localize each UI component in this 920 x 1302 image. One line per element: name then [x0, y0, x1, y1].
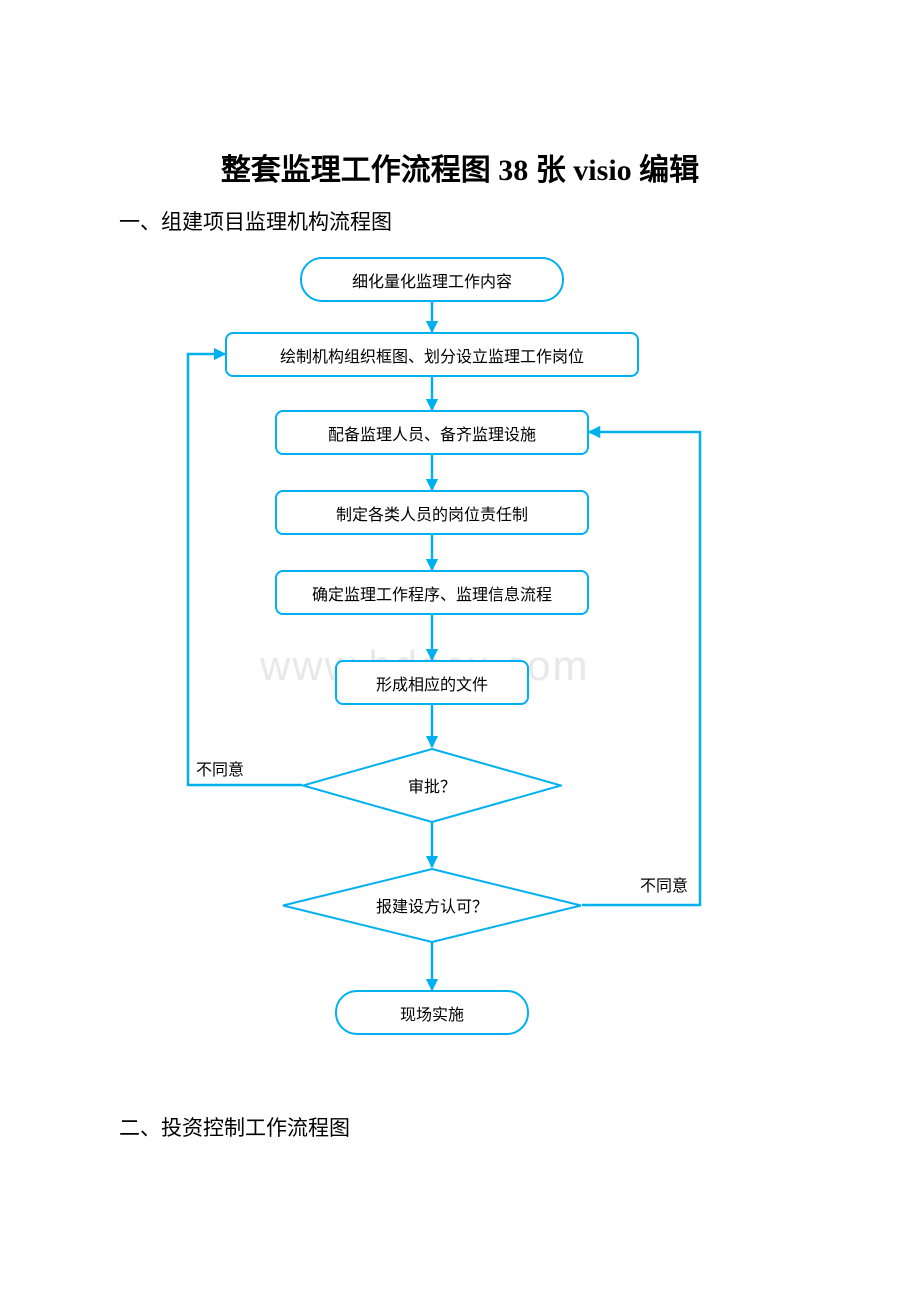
flow-node-n7: 审批？ — [302, 748, 562, 823]
flow-node-n6: 形成相应的文件 — [335, 660, 529, 705]
flow-node-n7-label: 审批？ — [302, 748, 562, 823]
flow-node-n8: 报建设方认可？ — [282, 868, 582, 943]
flow-node-n3: 配备监理人员、备齐监理设施 — [275, 410, 589, 455]
flow-node-n4: 制定各类人员的岗位责任制 — [275, 490, 589, 535]
section-1-heading: 一、组建项目监理机构流程图 — [119, 206, 392, 236]
flow-edge-9 — [582, 432, 700, 905]
flow-node-n2: 绘制机构组织框图、划分设立监理工作岗位 — [225, 332, 639, 377]
flow-node-n9: 现场实施 — [335, 990, 529, 1035]
flowchart-edges — [0, 0, 920, 1302]
section-2-heading: 二、投资控制工作流程图 — [119, 1112, 350, 1142]
flow-edge-8-label: 不同意 — [196, 756, 244, 780]
flow-node-n5: 确定监理工作程序、监理信息流程 — [275, 570, 589, 615]
flow-node-n1: 细化量化监理工作内容 — [300, 257, 564, 302]
flow-node-n8-label: 报建设方认可？ — [282, 868, 582, 943]
page-title: 整套监理工作流程图 38 张 visio 编辑 — [0, 145, 920, 189]
flow-edge-9-label: 不同意 — [640, 872, 688, 896]
